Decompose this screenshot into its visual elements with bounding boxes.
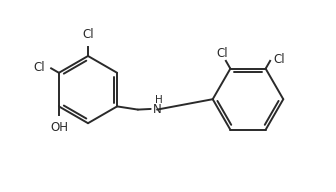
Text: N: N: [153, 103, 162, 116]
Text: Cl: Cl: [216, 46, 228, 60]
Text: OH: OH: [50, 121, 68, 134]
Text: Cl: Cl: [33, 61, 45, 74]
Text: H: H: [155, 95, 163, 105]
Text: Cl: Cl: [274, 53, 285, 66]
Text: Cl: Cl: [82, 28, 94, 41]
